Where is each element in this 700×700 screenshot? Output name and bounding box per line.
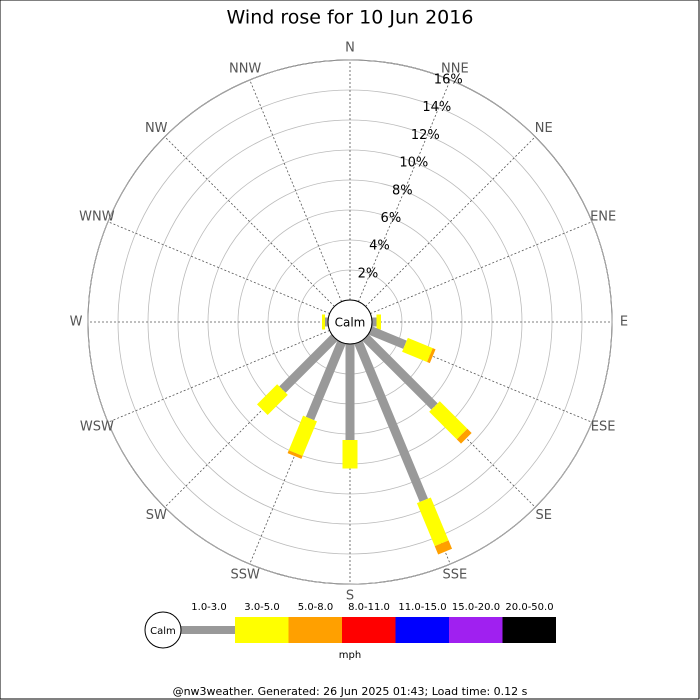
- bar-segment: [362, 334, 438, 410]
- legend-swatch: [449, 617, 503, 643]
- direction-label: WSW: [80, 419, 114, 434]
- bar-segment: [279, 334, 338, 393]
- legend-swatch: [342, 617, 396, 643]
- direction-label: W: [70, 315, 83, 330]
- bar-segment: [416, 497, 449, 547]
- spoke: [164, 136, 335, 307]
- direction-label: ENE: [590, 210, 616, 225]
- units: mph: [339, 650, 361, 661]
- calm-label: Calm: [335, 316, 366, 330]
- direction-label: NE: [535, 121, 553, 136]
- legend-swatch: [288, 617, 342, 643]
- bar-segment: [368, 326, 407, 349]
- legend-swatch: [395, 617, 449, 643]
- direction-label: ESE: [591, 419, 616, 434]
- direction-label: NW: [145, 121, 168, 136]
- direction-label: SSW: [230, 568, 260, 583]
- grid-ring: [87, 59, 613, 585]
- direction-label: SSE: [442, 568, 467, 583]
- bar-segment: [305, 340, 346, 421]
- bar-segment: [427, 348, 436, 364]
- direction-label: SE: [536, 508, 552, 523]
- y-tick-label: 16%: [434, 72, 463, 87]
- legend-label: 3.0-5.0: [244, 602, 279, 613]
- direction-label: N: [345, 41, 355, 56]
- chart-title: Wind rose for 10 Jun 2016: [227, 7, 474, 29]
- y-tick-label: 14%: [422, 100, 451, 115]
- direction-label: NNW: [229, 61, 261, 76]
- legend-swatch: [502, 617, 556, 643]
- direction-label: SW: [146, 508, 167, 523]
- y-tick-label: 10%: [399, 156, 428, 171]
- spoke: [358, 79, 451, 302]
- bar-segment: [434, 540, 453, 555]
- bar-segment: [456, 428, 472, 444]
- legend-calm-label: Calm: [150, 626, 176, 637]
- legend-label: 8.0-11.0: [348, 602, 390, 613]
- footer: @nw3weather. Generated: 26 Jun 2025 01:4…: [173, 685, 528, 698]
- legend-label: 5.0-8.0: [298, 602, 333, 613]
- bar-segment: [354, 340, 429, 503]
- legend-label: 15.0-20.0: [452, 602, 500, 613]
- direction-label: NNE: [441, 61, 469, 76]
- legend-swatch: [235, 617, 289, 643]
- y-tick-label: 4%: [369, 239, 390, 254]
- spoke: [107, 221, 330, 314]
- direction-label: E: [620, 315, 628, 330]
- spoke: [107, 330, 330, 423]
- calm-circle: [327, 299, 373, 345]
- y-tick-label: 8%: [392, 183, 413, 198]
- legend-label: 20.0-50.0: [505, 602, 553, 613]
- bar-segment: [287, 450, 303, 459]
- direction-label: WNW: [79, 210, 115, 225]
- bar-segment: [429, 401, 468, 440]
- y-tick-label: 2%: [358, 266, 379, 281]
- spoke: [365, 136, 536, 307]
- y-tick-label: 6%: [381, 211, 402, 226]
- spoke: [249, 79, 342, 302]
- direction-label: S: [346, 589, 354, 604]
- spoke: [370, 221, 593, 314]
- legend-calm: [144, 611, 182, 649]
- bar-segment: [402, 337, 433, 363]
- legend-label: 11.0-15.0: [398, 602, 446, 613]
- y-tick-label: 12%: [411, 128, 440, 143]
- bar-segment: [257, 384, 288, 415]
- legend-label: 1.0-3.0: [191, 602, 226, 613]
- bar-segment: [288, 415, 317, 457]
